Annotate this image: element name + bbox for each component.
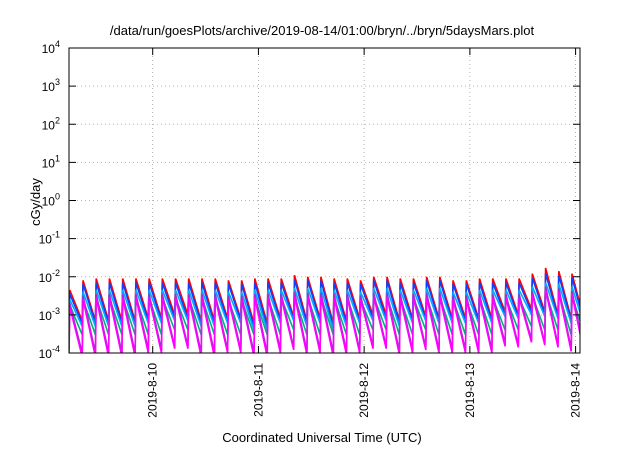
- x-axis-label: Coordinated Universal Time (UTC): [222, 430, 421, 445]
- y-tick-label: 104: [42, 39, 60, 56]
- plot-frame: [68, 47, 581, 354]
- y-tick-label: 103: [42, 77, 60, 94]
- series-line-6: [69, 289, 580, 353]
- y-tick-label: 101: [42, 153, 60, 170]
- x-tick-label: 2019-8-10: [146, 363, 160, 418]
- x-tick-label: 2019-8-14: [569, 363, 583, 418]
- y-tick-label: 10-4: [39, 344, 60, 361]
- chart-title: /data/run/goesPlots/archive/2019-08-14/0…: [110, 23, 535, 38]
- x-tick-label: 2019-8-11: [251, 363, 265, 417]
- x-tick-label: 2019-8-12: [357, 363, 371, 418]
- y-tick-label: 10-3: [39, 306, 60, 323]
- y-tick-label: 10-2: [39, 268, 60, 285]
- y-axis-label: cGy/day: [28, 178, 43, 226]
- y-tick-label: 102: [42, 115, 60, 132]
- series-group: [69, 267, 580, 353]
- axes: 10-4 10-3 10-2 10-1 100 101 102 103 104 2019-8-10…: [39, 39, 583, 418]
- x-tick-label: 2019-8-13: [463, 363, 477, 418]
- y-tick-label: 100: [42, 192, 60, 209]
- y-tick-label: 10-1: [39, 230, 60, 247]
